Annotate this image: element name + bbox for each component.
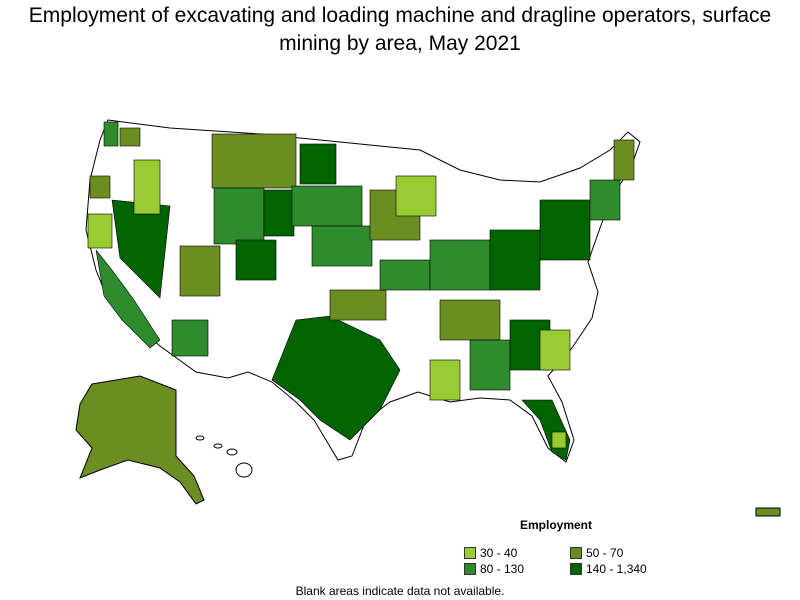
legend-label: 50 - 70 xyxy=(586,546,624,560)
legend-swatch xyxy=(570,547,582,559)
map-title: Employment of excavating and loading mac… xyxy=(28,4,772,55)
hawaii-islands xyxy=(195,435,253,478)
legend-label: 80 - 130 xyxy=(480,562,525,576)
legend-item-50-70: 50 - 70 xyxy=(570,546,623,560)
legend-item-140-1340: 140 - 1,340 xyxy=(570,562,647,576)
legend-swatch xyxy=(464,547,476,559)
legend-item-30-40: 30 - 40 xyxy=(464,546,517,560)
legend-swatch xyxy=(464,563,476,575)
alaska-outline xyxy=(75,375,205,505)
legend-swatch xyxy=(570,563,582,575)
footnote: Blank areas indicate data not available. xyxy=(295,584,505,598)
map-areas xyxy=(87,121,635,461)
legend-item-80-130: 80 - 130 xyxy=(464,562,524,576)
puerto-rico xyxy=(755,507,781,517)
legend-title: Employment xyxy=(520,518,593,532)
legend-label: 30 - 40 xyxy=(480,546,518,560)
legend-label: 140 - 1,340 xyxy=(586,562,647,576)
